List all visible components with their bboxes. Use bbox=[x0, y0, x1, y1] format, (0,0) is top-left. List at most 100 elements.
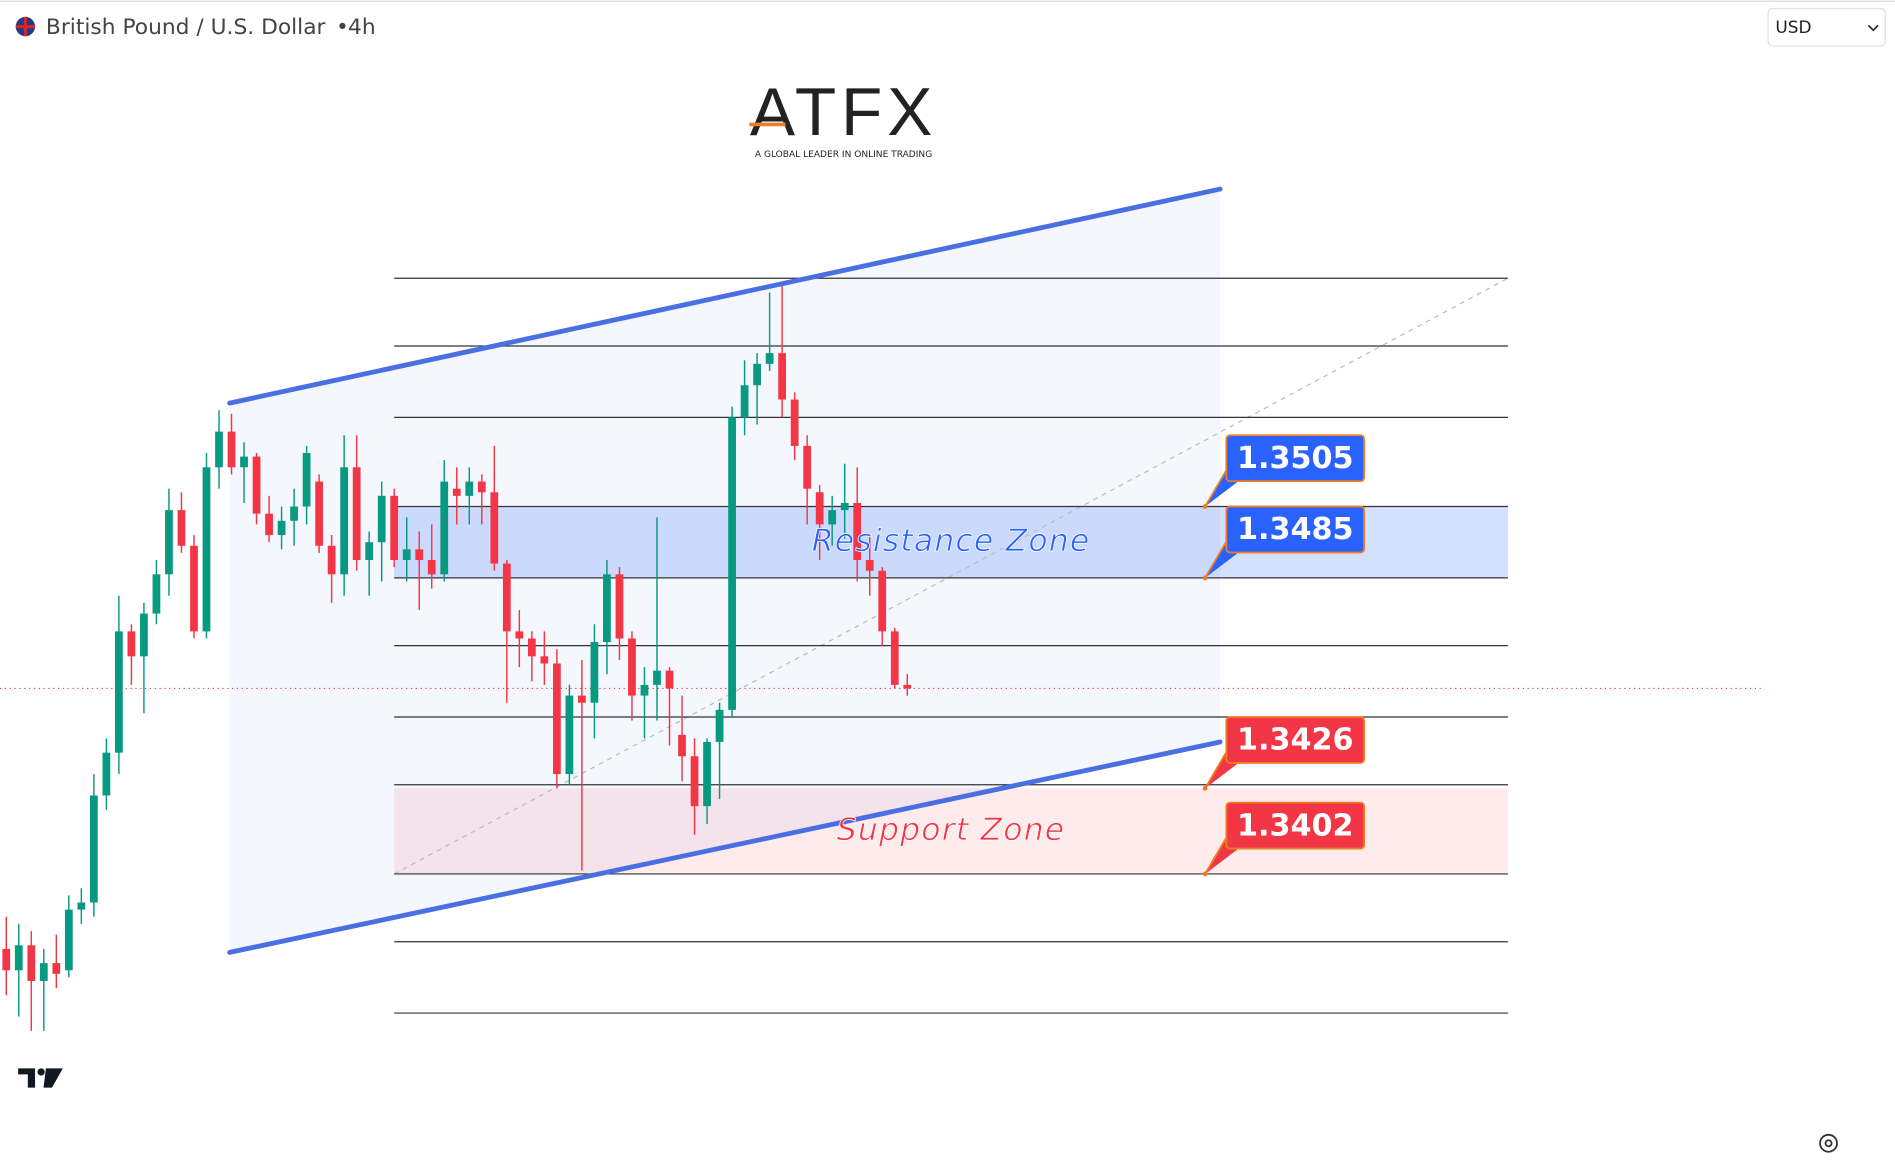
price-tag bbox=[1225, 505, 1366, 554]
candle-body bbox=[39, 963, 48, 981]
candle-body bbox=[140, 613, 148, 657]
candle-body bbox=[290, 506, 298, 521]
candle-body bbox=[740, 385, 749, 418]
bg-layer bbox=[229, 189, 1509, 1014]
price-tag bbox=[1225, 434, 1366, 483]
price-tag-label: 1.3485 bbox=[1237, 512, 1354, 547]
candle-body bbox=[452, 488, 461, 496]
candle-body bbox=[302, 453, 311, 507]
candle-body bbox=[52, 963, 61, 974]
candle-body bbox=[115, 631, 123, 753]
price-tag bbox=[1225, 716, 1366, 764]
candle-body bbox=[790, 399, 799, 446]
candle-body bbox=[89, 795, 98, 903]
gear-center bbox=[1824, 1139, 1833, 1148]
candle-body bbox=[728, 417, 736, 710]
header: British Pound / U.S. Dollar • 4h bbox=[15, 15, 376, 40]
candle-body bbox=[252, 456, 261, 514]
candle-body bbox=[152, 574, 161, 614]
logo: ATFX A GLOBAL LEADER IN ONLINE TRADING bbox=[749, 75, 932, 160]
candle-body bbox=[352, 467, 361, 561]
candle-body bbox=[878, 570, 887, 632]
candle-body bbox=[540, 656, 549, 664]
candle-body bbox=[227, 431, 236, 468]
candle-body bbox=[64, 909, 73, 971]
candle-body bbox=[165, 510, 173, 575]
candle-body bbox=[853, 502, 862, 561]
tv-logo bbox=[18, 1068, 63, 1088]
candle-body bbox=[890, 631, 899, 685]
zone-label: Support Zone bbox=[837, 812, 1066, 848]
candle-body bbox=[678, 734, 686, 757]
candle-body bbox=[628, 638, 636, 696]
candle-body bbox=[515, 631, 524, 639]
currency-box[interactable] bbox=[1767, 7, 1886, 47]
tag-anchor bbox=[1202, 504, 1208, 509]
fib-trend-line bbox=[393, 277, 1509, 875]
tag-anchor bbox=[1202, 871, 1208, 877]
candle-body bbox=[465, 481, 474, 496]
interval: 4h bbox=[348, 15, 376, 40]
tag-anchor bbox=[1202, 785, 1208, 791]
candle-body bbox=[903, 684, 912, 689]
candle-body bbox=[440, 481, 449, 575]
candle-body bbox=[327, 545, 336, 575]
candle-body bbox=[102, 752, 111, 796]
candle-body bbox=[690, 756, 699, 807]
candle-body bbox=[703, 741, 711, 807]
tv-logo-dot bbox=[37, 1068, 45, 1076]
candle-body bbox=[828, 510, 837, 525]
candle-body bbox=[590, 642, 599, 703]
settings-icon[interactable] bbox=[1819, 1133, 1838, 1153]
logo-tagline: A GLOBAL LEADER IN ONLINE TRADING bbox=[755, 150, 932, 160]
tv-logo-t bbox=[18, 1068, 36, 1088]
candle-body bbox=[415, 549, 424, 561]
channel-line bbox=[227, 739, 1223, 955]
candle-body bbox=[527, 638, 536, 657]
candle-body bbox=[753, 363, 761, 386]
chevron bbox=[1867, 24, 1879, 32]
candle-body bbox=[578, 695, 586, 703]
candle-body bbox=[502, 563, 511, 632]
over-layer: Resistance Zone Support Zone 1.3505 1.3485 1… bbox=[227, 186, 1366, 955]
candle-body bbox=[603, 574, 611, 643]
candle-body bbox=[865, 560, 874, 571]
currency-select[interactable]: USD bbox=[1767, 7, 1886, 47]
currency[interactable]: USD bbox=[1775, 17, 1811, 37]
tv-logo-v bbox=[43, 1068, 63, 1088]
candles-layer bbox=[2, 281, 912, 1031]
candle-body bbox=[653, 670, 661, 685]
candle-body bbox=[127, 631, 136, 657]
candle-body bbox=[803, 445, 812, 489]
symbol: British Pound / U.S. Dollar bbox=[46, 15, 326, 40]
gear[interactable] bbox=[1819, 1133, 1838, 1153]
candle-body bbox=[640, 684, 649, 696]
candle-body bbox=[365, 542, 374, 561]
candle-body bbox=[215, 431, 223, 468]
candle-body bbox=[665, 670, 674, 689]
flag-cross bbox=[15, 16, 36, 37]
price-tag-label: 1.3402 bbox=[1237, 808, 1354, 843]
candle-body bbox=[377, 495, 386, 543]
candle-body bbox=[552, 663, 561, 775]
price-tag-label: 1.3426 bbox=[1237, 723, 1354, 758]
candle-body bbox=[277, 520, 286, 536]
separator: • bbox=[336, 15, 349, 40]
candle-body bbox=[402, 549, 411, 561]
candle-body bbox=[202, 467, 211, 632]
channel-fill bbox=[229, 189, 1221, 953]
price-tag-label: 1.3505 bbox=[1237, 441, 1354, 476]
candle-body bbox=[315, 481, 323, 546]
candle-body bbox=[190, 545, 198, 632]
candle-body bbox=[390, 495, 399, 561]
candle-body bbox=[565, 695, 574, 775]
candle-body bbox=[177, 510, 186, 546]
candle-body bbox=[427, 560, 436, 575]
candle-body bbox=[27, 945, 36, 981]
candle-body bbox=[778, 353, 787, 400]
channel-line bbox=[227, 186, 1223, 406]
candle-body bbox=[477, 481, 486, 493]
candle-body bbox=[840, 502, 849, 511]
